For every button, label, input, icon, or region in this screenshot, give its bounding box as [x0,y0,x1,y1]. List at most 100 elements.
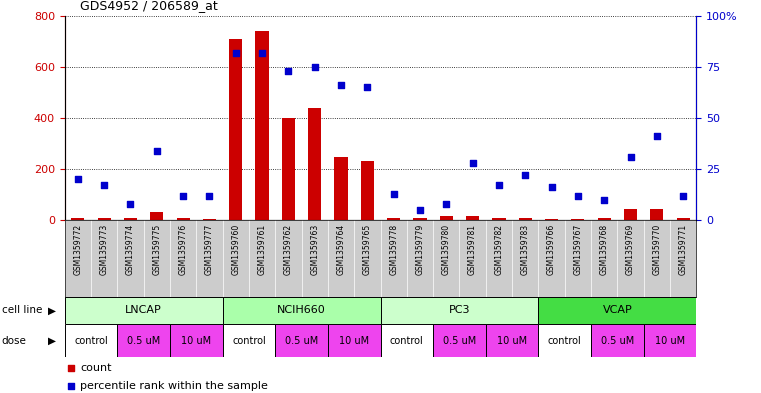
Bar [150,212,164,220]
Text: GSM1359769: GSM1359769 [626,224,635,275]
Bar [433,324,486,357]
Text: control: control [548,336,581,345]
Bar [677,218,689,220]
Point [177,193,189,199]
Text: PC3: PC3 [449,305,470,316]
Bar [539,297,696,324]
Text: 0.5 uM: 0.5 uM [443,336,476,345]
Point [309,64,321,70]
Point [65,365,77,371]
Point [625,154,637,160]
Bar [413,218,427,220]
Text: GSM1359761: GSM1359761 [257,224,266,275]
Text: GSM1359771: GSM1359771 [679,224,688,275]
Bar [223,297,380,324]
Point [440,200,452,207]
Text: GSM1359773: GSM1359773 [100,224,109,275]
Bar [591,324,644,357]
Bar [519,218,532,220]
Bar [203,219,216,220]
Bar [466,216,479,220]
Bar [65,324,117,357]
Point [151,147,163,154]
Point [519,172,531,178]
Bar [72,218,84,220]
Text: 10 uM: 10 uM [655,336,685,345]
Point [282,68,295,74]
Text: GSM1359760: GSM1359760 [231,224,240,275]
Bar [380,297,539,324]
Text: GSM1359762: GSM1359762 [284,224,293,275]
Text: GSM1359775: GSM1359775 [152,224,161,275]
Point [65,383,77,389]
Text: GSM1359767: GSM1359767 [573,224,582,275]
Point [651,133,663,140]
Text: GSM1359777: GSM1359777 [205,224,214,275]
Bar [440,216,453,220]
Bar [644,324,696,357]
Text: LNCAP: LNCAP [126,305,162,316]
Point [466,160,479,166]
Bar [361,161,374,220]
Text: cell line: cell line [2,305,42,316]
Point [256,50,268,56]
Bar [492,218,505,220]
Text: control: control [390,336,424,345]
Text: GSM1359768: GSM1359768 [600,224,609,275]
Text: ▶: ▶ [48,336,56,345]
Point [124,200,136,207]
Bar [387,218,400,220]
Bar [308,108,321,220]
Bar [539,324,591,357]
Text: NCIH660: NCIH660 [277,305,326,316]
Text: 10 uM: 10 uM [181,336,212,345]
Text: GSM1359770: GSM1359770 [652,224,661,275]
Text: 0.5 uM: 0.5 uM [127,336,161,345]
Bar [650,209,664,220]
Point [230,50,242,56]
Text: ▶: ▶ [48,305,56,316]
Text: GSM1359783: GSM1359783 [521,224,530,275]
Bar [177,218,189,220]
Bar [334,158,348,220]
Text: 0.5 uM: 0.5 uM [600,336,634,345]
Point [677,193,689,199]
Point [98,182,110,189]
Point [572,193,584,199]
Text: GSM1359778: GSM1359778 [389,224,398,275]
Bar [170,324,223,357]
Text: dose: dose [2,336,27,345]
Text: 0.5 uM: 0.5 uM [285,336,318,345]
Text: GSM1359782: GSM1359782 [495,224,504,275]
Text: VCAP: VCAP [603,305,632,316]
Text: GSM1359774: GSM1359774 [126,224,135,275]
Text: GSM1359764: GSM1359764 [336,224,345,275]
Point [598,196,610,203]
Bar [275,324,328,357]
Bar [256,31,269,220]
Point [387,190,400,196]
Text: 10 uM: 10 uM [339,336,369,345]
Text: GSM1359781: GSM1359781 [468,224,477,275]
Text: GSM1359779: GSM1359779 [416,224,425,275]
Text: control: control [232,336,266,345]
Bar [124,218,137,220]
Bar [97,218,111,220]
Point [72,176,84,182]
Bar [597,218,611,220]
Text: 10 uM: 10 uM [497,336,527,345]
Bar [65,297,223,324]
Bar [380,324,433,357]
Point [203,193,215,199]
Bar [572,219,584,220]
Text: GSM1359780: GSM1359780 [442,224,451,275]
Text: count: count [81,363,112,373]
Bar [223,324,275,357]
Point [335,82,347,88]
Bar [328,324,380,357]
Point [414,207,426,213]
Bar [117,324,170,357]
Text: control: control [74,336,108,345]
Bar [282,118,295,220]
Text: percentile rank within the sample: percentile rank within the sample [81,381,269,391]
